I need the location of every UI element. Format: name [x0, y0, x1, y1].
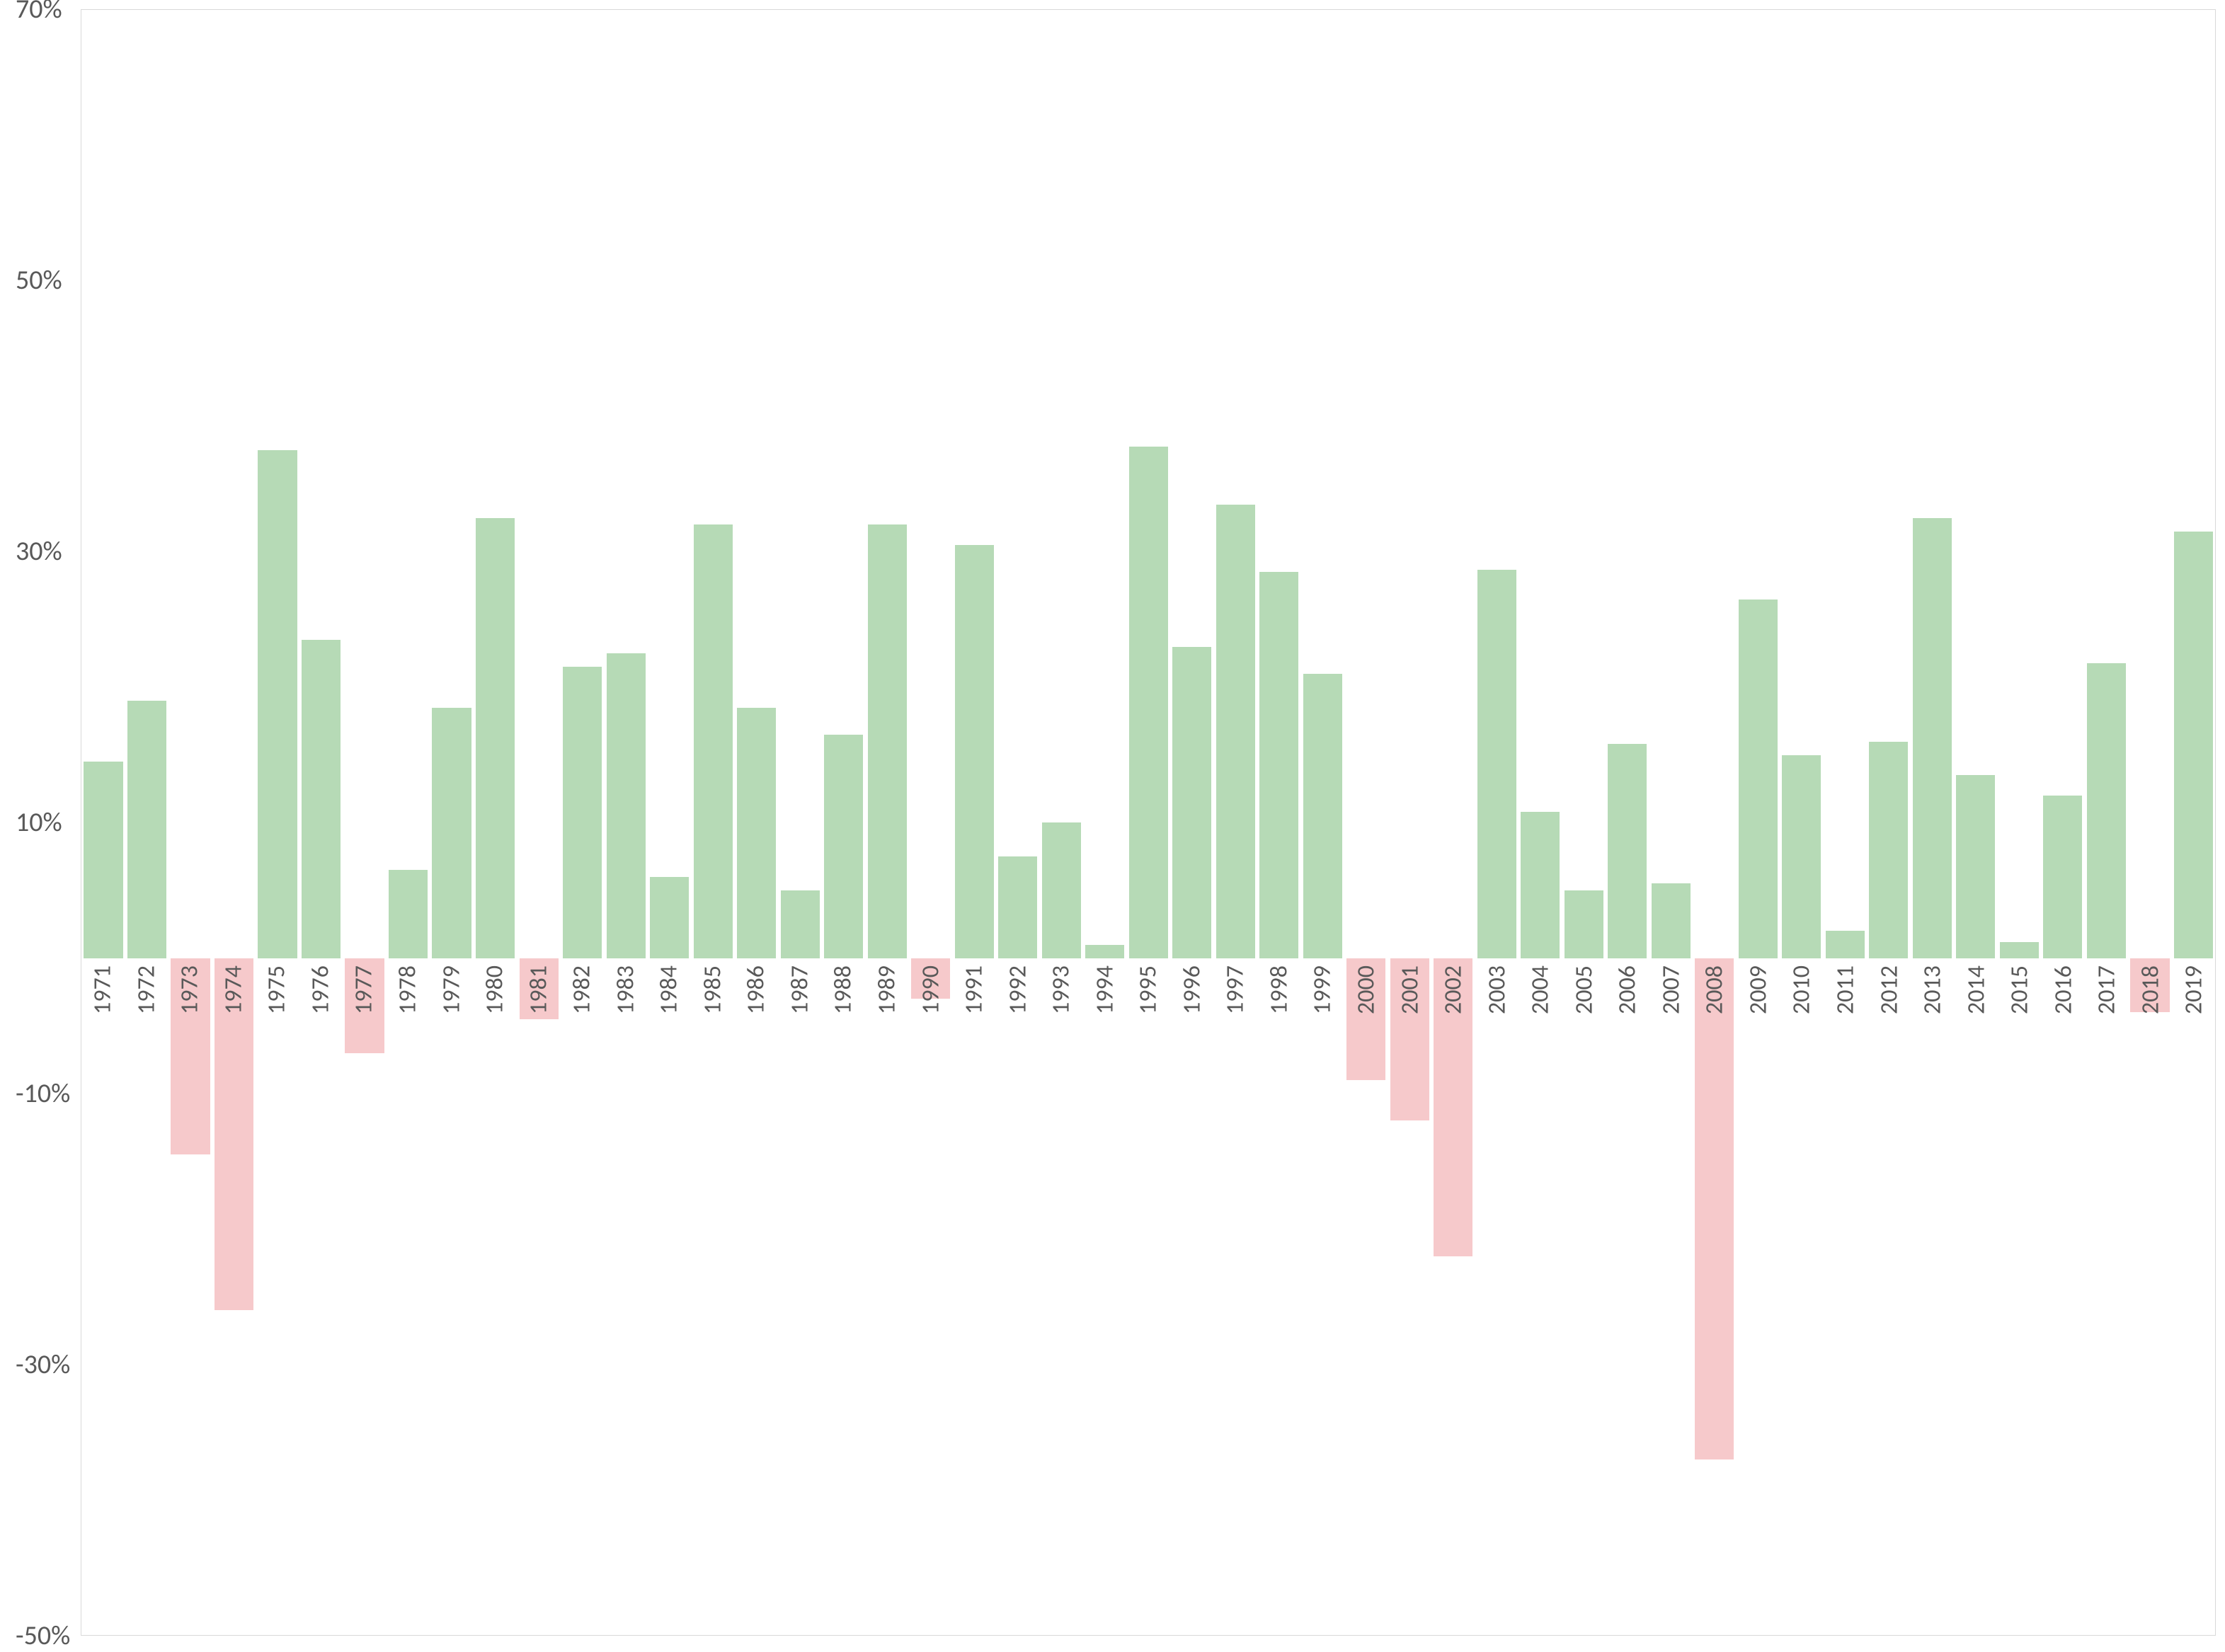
bar	[1521, 812, 1560, 958]
x-axis-category-label: 2016	[2049, 965, 2078, 1014]
bar	[1739, 600, 1778, 958]
bar	[563, 667, 602, 958]
bar	[432, 708, 471, 958]
bar	[1172, 647, 1211, 958]
y-axis-tick-label: -10%	[16, 1077, 70, 1110]
annual-returns-chart: -50%-30%-10%10%30%50%70%1971197219731974…	[0, 0, 2225, 1647]
x-axis-category-label: 1985	[698, 965, 727, 1014]
bar	[84, 762, 122, 958]
x-axis-category-label: 1998	[1264, 965, 1293, 1014]
y-axis-tick-label: -50%	[16, 1619, 70, 1652]
y-axis-tick-label: 70%	[16, 0, 62, 25]
x-axis-category-label: 1982	[568, 965, 597, 1014]
x-axis-category-label: 1993	[1047, 965, 1076, 1014]
bar	[1782, 755, 1821, 958]
x-axis-category-label: 1980	[481, 965, 510, 1014]
bar	[2043, 796, 2082, 958]
x-axis-category-label: 1991	[960, 965, 989, 1014]
x-axis-category-label: 2009	[1744, 965, 1773, 1014]
bar	[2000, 942, 2039, 958]
x-axis-category-label: 1976	[306, 965, 335, 1014]
x-axis-category-label: 1973	[176, 965, 205, 1014]
bar	[2087, 663, 2126, 958]
x-axis-category-label: 1999	[1308, 965, 1337, 1014]
bar	[955, 545, 994, 958]
x-axis-category-label: 1986	[742, 965, 771, 1014]
plot-frame	[81, 9, 2216, 1636]
x-axis-category-label: 1994	[1090, 965, 1119, 1014]
bar	[476, 518, 515, 958]
x-axis-category-label: 2018	[2136, 965, 2165, 1014]
bar	[1608, 744, 1647, 958]
bar	[1042, 822, 1081, 958]
bar	[1913, 518, 1952, 958]
x-axis-category-label: 2007	[1657, 965, 1686, 1014]
x-axis-category-label: 1992	[1003, 965, 1032, 1014]
bars-area	[81, 10, 2215, 1635]
x-axis-category-label: 1971	[88, 965, 118, 1014]
bar	[824, 735, 863, 958]
x-axis-category-label: 1979	[437, 965, 466, 1014]
x-axis-category-label: 1978	[393, 965, 422, 1014]
bar	[2174, 532, 2213, 958]
x-axis-category-label: 2001	[1395, 965, 1424, 1014]
y-axis-tick-label: 50%	[16, 264, 62, 297]
x-axis-category-label: 1996	[1177, 965, 1206, 1014]
bar	[1652, 883, 1691, 958]
y-axis-tick-label: 10%	[16, 806, 62, 839]
bar	[1129, 447, 1168, 958]
x-axis-category-label: 1990	[916, 965, 945, 1014]
x-axis-category-label: 2010	[1788, 965, 1817, 1014]
y-axis-tick-label: -30%	[16, 1348, 70, 1381]
x-axis-category-label: 2005	[1569, 965, 1598, 1014]
bar	[1565, 890, 1603, 958]
bar	[389, 870, 428, 958]
x-axis-category-label: 2012	[1875, 965, 1904, 1014]
x-axis-category-label: 1977	[350, 965, 379, 1014]
x-axis-category-label: 1983	[611, 965, 640, 1014]
bar	[1477, 570, 1516, 958]
x-axis-category-label: 1974	[219, 965, 248, 1014]
x-axis-category-label: 2017	[2093, 965, 2122, 1014]
x-axis-category-label: 1988	[829, 965, 858, 1014]
bar	[1695, 958, 1734, 1459]
bar	[127, 701, 166, 958]
bar	[1259, 572, 1298, 958]
x-axis-category-label: 1984	[655, 965, 684, 1014]
bar	[737, 708, 776, 958]
x-axis-category-label: 2008	[1700, 965, 1729, 1014]
bar	[302, 640, 341, 958]
x-axis-category-label: 1989	[872, 965, 901, 1014]
x-axis-category-label: 2004	[1526, 965, 1555, 1014]
bar	[607, 653, 646, 958]
bar	[781, 890, 820, 958]
x-axis-category-label: 1987	[785, 965, 814, 1014]
bar	[868, 524, 907, 958]
bar	[694, 524, 733, 958]
x-axis-category-label: 2000	[1351, 965, 1380, 1014]
bar	[1303, 674, 1342, 958]
x-axis-category-label: 1995	[1134, 965, 1163, 1014]
bar	[1216, 505, 1255, 958]
x-axis-category-label: 2002	[1439, 965, 1468, 1014]
x-axis-category-label: 2011	[1831, 965, 1860, 1014]
x-axis-category-label: 2015	[2006, 965, 2035, 1014]
x-axis-category-label: 2014	[1962, 965, 1991, 1014]
bar	[1085, 945, 1124, 958]
x-axis-category-label: 2013	[1918, 965, 1947, 1014]
bar	[258, 450, 297, 958]
x-axis-category-label: 1972	[132, 965, 161, 1014]
x-axis-category-label: 2006	[1613, 965, 1642, 1014]
bar	[650, 877, 689, 958]
bar	[1869, 742, 1908, 958]
bar	[1956, 775, 1995, 958]
x-axis-category-label: 2003	[1482, 965, 1511, 1014]
x-axis-category-label: 1997	[1221, 965, 1250, 1014]
bar	[998, 856, 1037, 958]
y-axis-tick-label: 30%	[16, 535, 62, 568]
x-axis-category-label: 1975	[263, 965, 292, 1014]
bar	[1826, 931, 1865, 958]
x-axis-category-label: 2019	[2180, 965, 2209, 1014]
x-axis-category-label: 1981	[524, 965, 553, 1014]
